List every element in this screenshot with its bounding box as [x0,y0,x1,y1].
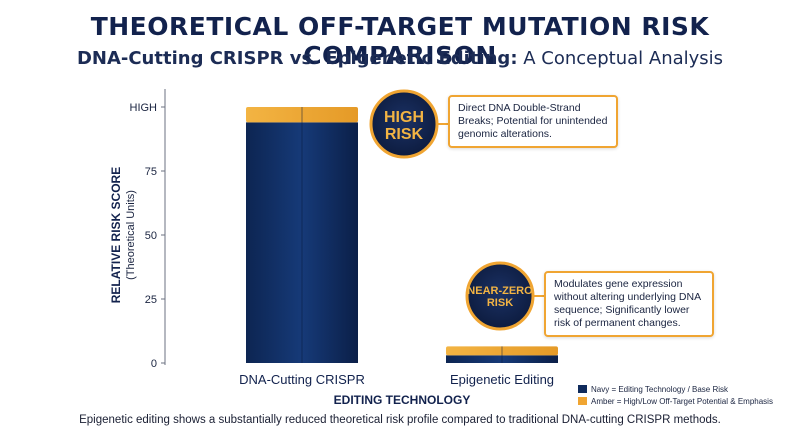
y-tick-label: 0 [151,358,157,370]
chart-subtitle: DNA-Cutting CRISPR vs. Epigenetic Editin… [0,48,800,69]
legend-swatch-amber [578,397,587,405]
risk-badge-line2: RISK [487,297,513,309]
subtitle-rest: A Conceptual Analysis [517,48,724,69]
y-tick-label: 25 [145,294,157,306]
x-axis-title: EDITING TECHNOLOGY [334,393,471,407]
legend-item-navy: Navy = Editing Technology / Base Risk [578,383,773,395]
y-axis-title: RELATIVE RISK SCORE [109,167,123,303]
y-tick-label: 75 [145,166,157,178]
legend-label-amber: Amber = High/Low Off-Target Potential & … [591,396,773,406]
chart-title: THEORETICAL OFF-TARGET MUTATION RISK COM… [90,12,710,70]
y-tick-label: 50 [145,230,157,242]
y-tick-label: HIGH [130,102,158,114]
subtitle-main: DNA-Cutting CRISPR vs. Epigenetic Editin… [76,48,518,69]
x-tick-label: DNA-Cutting CRISPR [239,372,365,387]
footnote: Epigenetic editing shows a substantially… [79,414,721,426]
legend-swatch-navy [578,385,587,393]
legend-item-amber: Amber = High/Low Off-Target Potential & … [578,395,773,407]
y-axis-subtitle: (Theoretical Units) [125,190,137,280]
legend-label-navy: Navy = Editing Technology / Base Risk [591,384,729,394]
callout-epigenetic: Modulates gene expression without alteri… [544,271,714,337]
risk-badge-line2: RISK [385,126,424,143]
risk-badge-line1: HIGH [384,109,424,126]
legend: Navy = Editing Technology / Base Risk Am… [578,383,773,407]
risk-badge-line1: NEAR-ZERO [467,285,533,297]
callout-crispr: Direct DNA Double-Strand Breaks; Potenti… [448,95,618,148]
x-tick-label: Epigenetic Editing [450,372,554,387]
